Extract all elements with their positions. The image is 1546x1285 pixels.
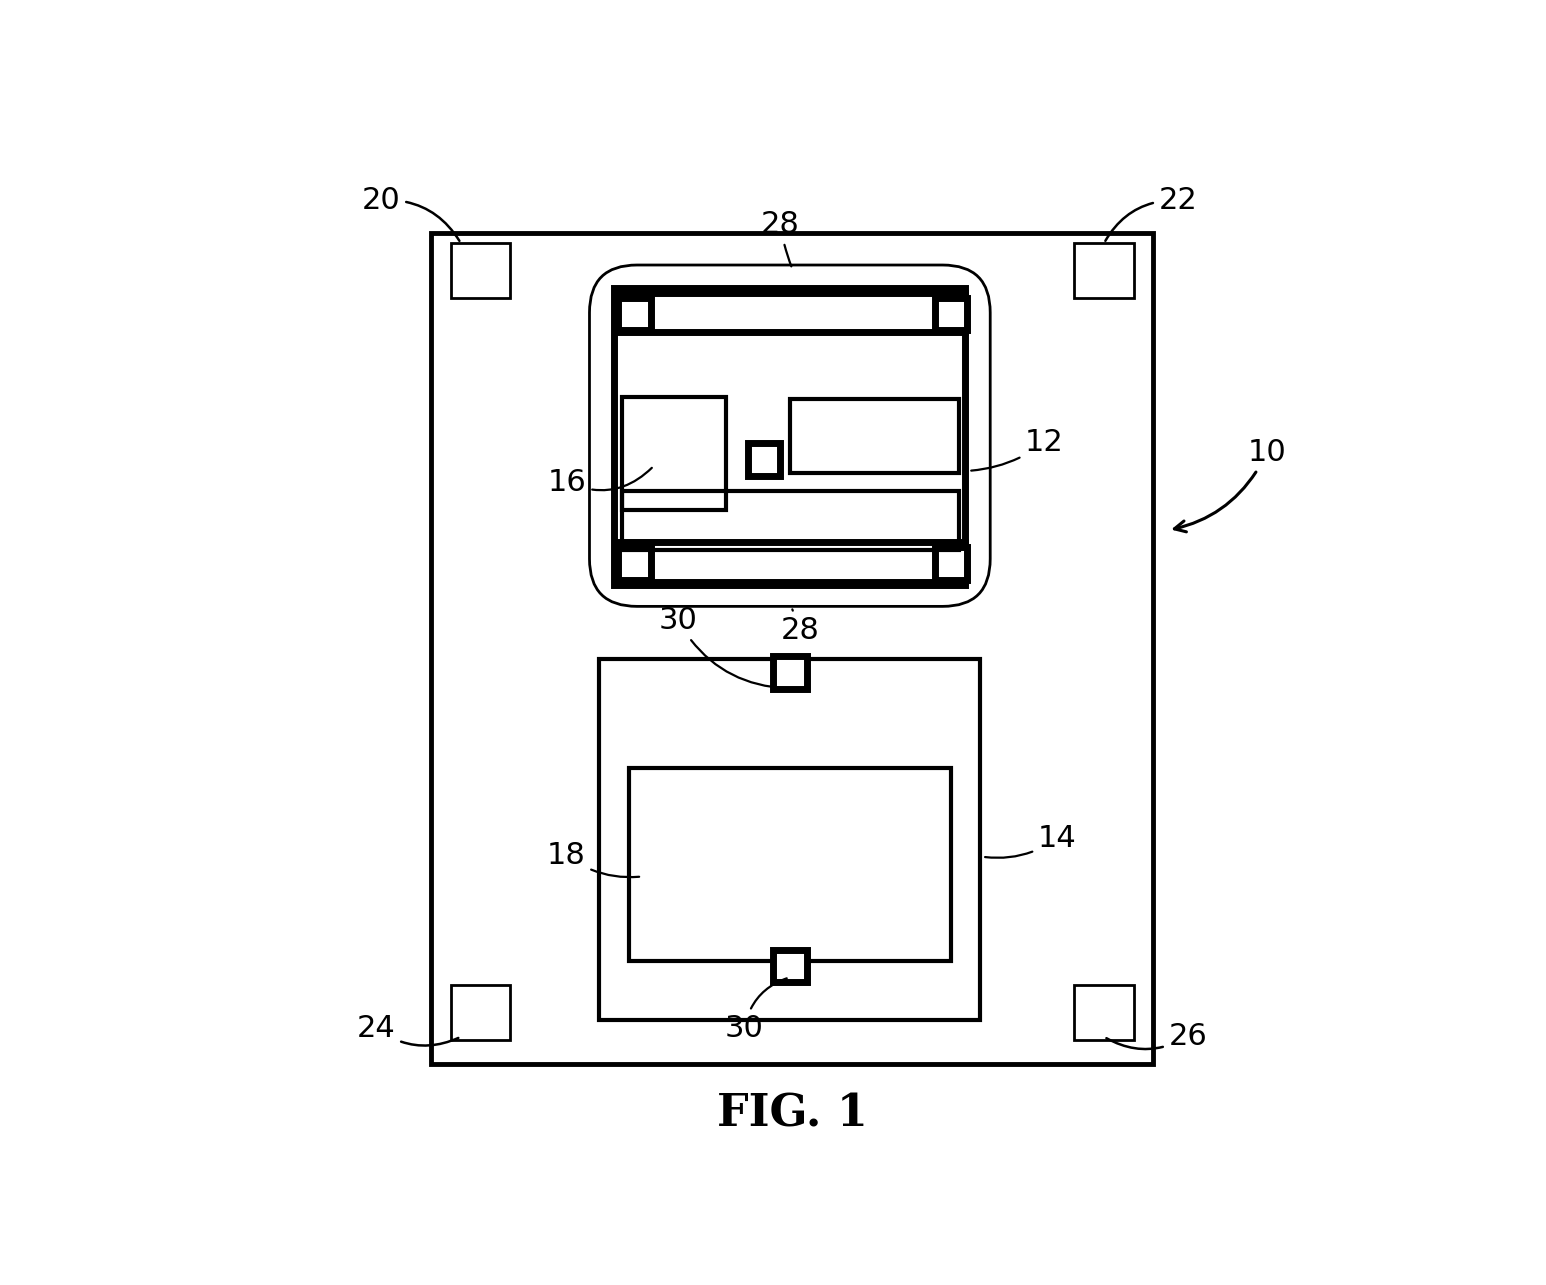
Bar: [1074, 986, 1133, 1040]
Text: FIG. 1: FIG. 1: [717, 1092, 867, 1136]
Text: 10: 10: [1175, 438, 1286, 532]
Bar: [617, 542, 966, 582]
Bar: [629, 767, 951, 961]
Bar: [451, 986, 510, 1040]
Bar: [935, 547, 968, 580]
Text: 24: 24: [357, 1014, 458, 1046]
Bar: [773, 950, 807, 982]
Bar: [618, 298, 651, 330]
Text: 26: 26: [1107, 1022, 1207, 1051]
Bar: [621, 397, 727, 510]
Bar: [935, 298, 968, 330]
Text: 20: 20: [362, 185, 459, 240]
Text: 30: 30: [725, 978, 787, 1043]
Bar: [617, 293, 966, 333]
Bar: [773, 655, 807, 689]
Text: 22: 22: [1105, 185, 1197, 240]
Bar: [618, 547, 651, 580]
Bar: [790, 398, 959, 473]
Bar: [614, 288, 966, 585]
Bar: [451, 243, 510, 298]
Text: 28: 28: [781, 609, 819, 645]
Text: 16: 16: [547, 468, 652, 496]
Text: 14: 14: [985, 824, 1076, 858]
Text: 18: 18: [547, 840, 638, 878]
Bar: [621, 491, 959, 550]
Text: 28: 28: [761, 211, 799, 266]
Text: 30: 30: [659, 607, 787, 689]
Bar: [1074, 243, 1133, 298]
Text: 12: 12: [971, 428, 1064, 470]
Bar: [431, 234, 1153, 1064]
Bar: [600, 659, 980, 1020]
Bar: [748, 443, 781, 475]
